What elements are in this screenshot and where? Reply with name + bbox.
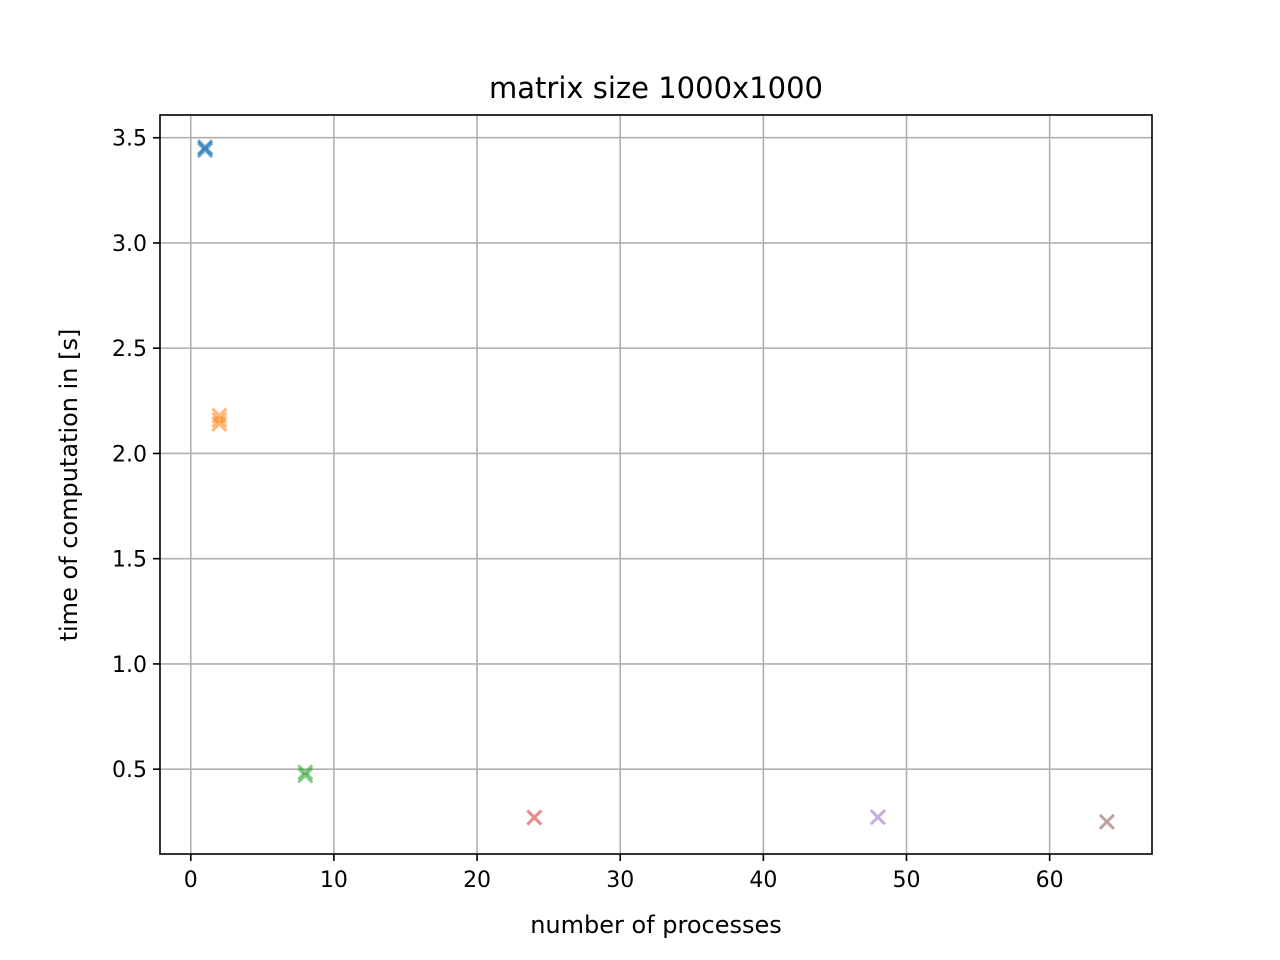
scatter-point: [197, 139, 214, 156]
scatter-series: [297, 764, 314, 784]
scatter-point: [1098, 813, 1115, 830]
scatter-series: [197, 139, 214, 159]
y-axis-label: time of computation in [s]: [55, 329, 83, 642]
scatter-series: [526, 809, 543, 826]
y-tick-label: 3.5: [112, 127, 147, 152]
scatter-point: [211, 407, 228, 424]
y-tick-label: 0.5: [112, 758, 147, 783]
x-tick-label: 20: [463, 868, 491, 893]
plot-frame: [159, 114, 1153, 855]
scatter-series: [211, 407, 228, 433]
chart-title: matrix size 1000x1000: [489, 71, 823, 105]
scatter-point: [297, 764, 314, 781]
scatter-series: [869, 809, 886, 826]
x-tick-label: 60: [1036, 868, 1064, 893]
y-tick-label: 2.5: [112, 337, 147, 362]
y-tick-label: 2.0: [112, 442, 147, 467]
scatter-point: [211, 411, 228, 428]
grid: [160, 115, 1152, 854]
y-tick-label: 1.5: [112, 548, 147, 573]
y-tick-label: 3.0: [112, 232, 147, 257]
scatter-series: [1098, 813, 1115, 830]
x-tick-label: 30: [606, 868, 634, 893]
x-tick-label: 40: [749, 868, 777, 893]
scatter-point: [869, 809, 886, 826]
x-tick-label: 10: [320, 868, 348, 893]
data-points: [197, 139, 1115, 830]
scatter-point: [297, 767, 314, 784]
scatter-point: [526, 809, 543, 826]
y-tick-label: 1.0: [112, 653, 147, 678]
axis-ticks: 0 10 20 30 40 50 60 0.5 1.0 1.5 2.0 2.5 3.0 3.5: [112, 127, 1064, 893]
x-axis-label: number of processes: [530, 911, 782, 939]
x-tick-label: 50: [893, 868, 921, 893]
x-tick-label: 0: [184, 868, 198, 893]
